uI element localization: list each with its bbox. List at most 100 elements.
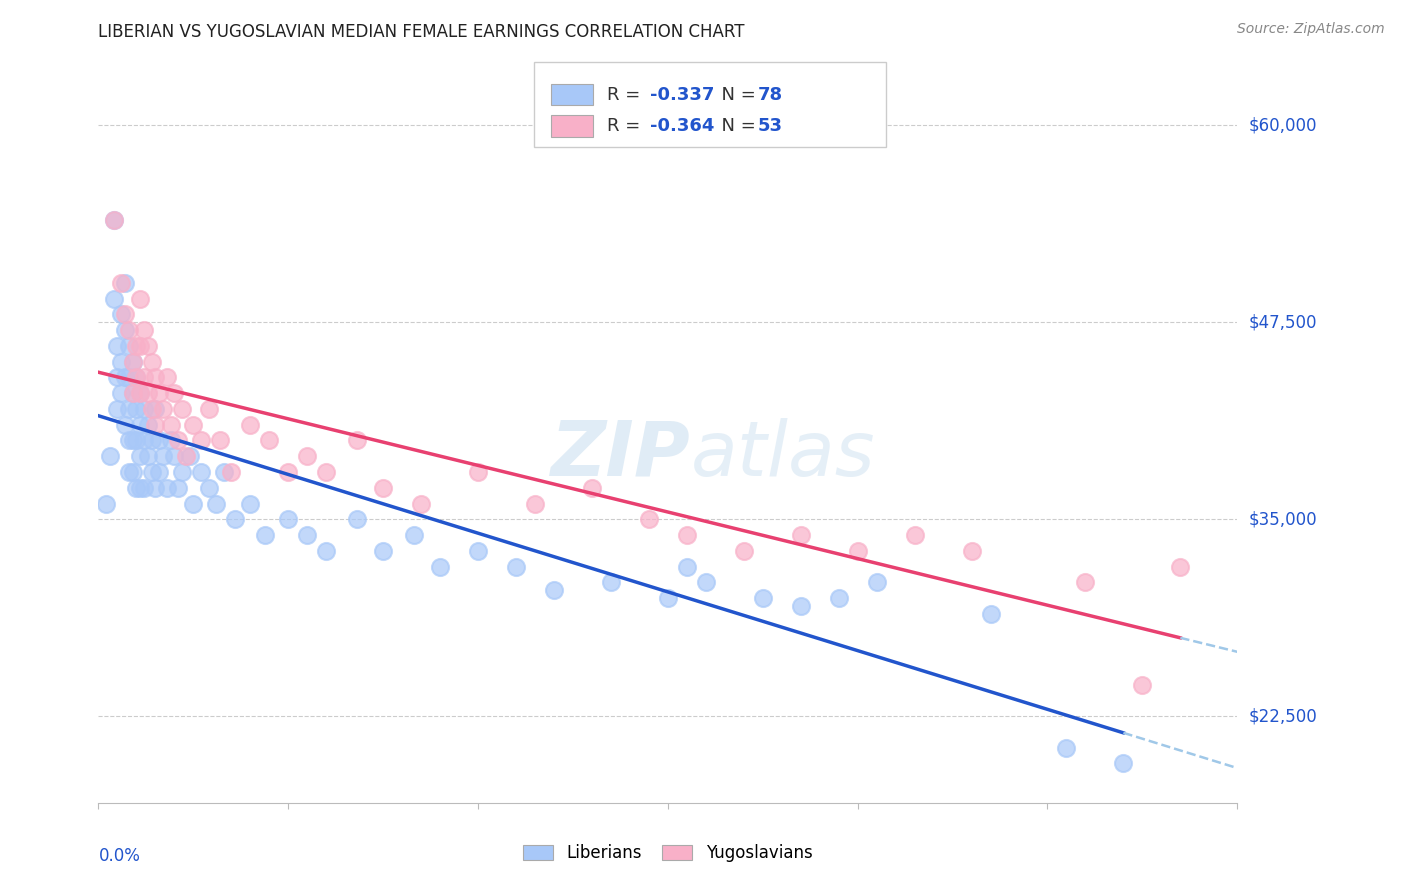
Liberians (98, 449, 121, 463)
Liberians (118, 434, 141, 448)
Liberians (103, 292, 125, 306)
Liberians (371, 543, 394, 558)
Liberians (145, 402, 167, 417)
Liberians (103, 213, 125, 227)
Yugoslavians (167, 434, 190, 448)
Yugoslavians (524, 496, 547, 510)
Yugoslavians (371, 481, 394, 495)
Text: $47,500: $47,500 (1249, 313, 1317, 331)
Liberians (197, 481, 219, 495)
Liberians (190, 465, 212, 479)
Yugoslavians (148, 386, 170, 401)
Text: R =: R = (607, 86, 647, 103)
Liberians (239, 496, 262, 510)
Liberians (125, 370, 148, 384)
Yugoslavians (132, 323, 155, 337)
Yugoslavians (159, 417, 181, 432)
Yugoslavians (174, 449, 197, 463)
Liberians (107, 370, 129, 384)
Yugoslavians (121, 355, 143, 369)
Liberians (148, 434, 170, 448)
Liberians (297, 528, 319, 542)
Text: R =: R = (607, 117, 647, 135)
Liberians (121, 386, 143, 401)
Liberians (163, 449, 186, 463)
Liberians (121, 434, 143, 448)
Yugoslavians (132, 370, 155, 384)
Yugoslavians (125, 370, 148, 384)
Yugoslavians (467, 465, 489, 479)
Liberians (141, 434, 163, 448)
Liberians (121, 355, 143, 369)
Liberians (156, 481, 179, 495)
Text: LIBERIAN VS YUGOSLAVIAN MEDIAN FEMALE EARNINGS CORRELATION CHART: LIBERIAN VS YUGOSLAVIAN MEDIAN FEMALE EA… (98, 23, 745, 41)
Liberians (183, 496, 205, 510)
Liberians (148, 465, 170, 479)
Yugoslavians (346, 434, 368, 448)
Yugoslavians (239, 417, 262, 432)
Yugoslavians (846, 543, 869, 558)
Liberians (136, 417, 159, 432)
Liberians (114, 276, 136, 290)
Text: 0.0%: 0.0% (98, 847, 141, 865)
Liberians (141, 465, 163, 479)
Text: -0.364: -0.364 (650, 117, 714, 135)
Yugoslavians (960, 543, 983, 558)
Yugoslavians (676, 528, 699, 542)
Liberians (136, 449, 159, 463)
Liberians (657, 591, 679, 605)
Yugoslavians (141, 355, 163, 369)
Liberians (1056, 740, 1078, 755)
Yugoslavians (638, 512, 661, 526)
Liberians (110, 308, 132, 322)
Liberians (118, 402, 141, 417)
Yugoslavians (183, 417, 205, 432)
Yugoslavians (136, 339, 159, 353)
Liberians (114, 417, 136, 432)
Liberians (107, 339, 129, 353)
Yugoslavians (129, 339, 152, 353)
Liberians (170, 465, 193, 479)
Liberians (179, 449, 201, 463)
Liberians (114, 323, 136, 337)
Text: ZIP: ZIP (551, 417, 690, 491)
Yugoslavians (145, 417, 167, 432)
Yugoslavians (103, 213, 125, 227)
Yugoslavians (110, 276, 132, 290)
Text: 78: 78 (758, 86, 783, 103)
Yugoslavians (190, 434, 212, 448)
Liberians (114, 370, 136, 384)
Text: atlas: atlas (690, 417, 875, 491)
Yugoslavians (581, 481, 603, 495)
Liberians (132, 434, 155, 448)
Liberians (429, 559, 451, 574)
Yugoslavians (125, 339, 148, 353)
Liberians (125, 434, 148, 448)
Yugoslavians (315, 465, 337, 479)
Yugoslavians (208, 434, 231, 448)
Liberians (315, 543, 337, 558)
Liberians (129, 481, 152, 495)
Liberians (110, 355, 132, 369)
Yugoslavians (145, 370, 167, 384)
Liberians (402, 528, 425, 542)
Liberians (254, 528, 277, 542)
Liberians (205, 496, 228, 510)
Yugoslavians (141, 402, 163, 417)
Liberians (212, 465, 235, 479)
Yugoslavians (1132, 678, 1154, 692)
Yugoslavians (733, 543, 755, 558)
Liberians (600, 575, 623, 590)
Liberians (129, 386, 152, 401)
Yugoslavians (1170, 559, 1192, 574)
Liberians (979, 607, 1001, 621)
Liberians (107, 402, 129, 417)
Liberians (828, 591, 851, 605)
Yugoslavians (277, 465, 299, 479)
Yugoslavians (129, 292, 152, 306)
Liberians (505, 559, 527, 574)
Liberians (118, 339, 141, 353)
Liberians (277, 512, 299, 526)
Yugoslavians (152, 402, 174, 417)
Liberians (346, 512, 368, 526)
